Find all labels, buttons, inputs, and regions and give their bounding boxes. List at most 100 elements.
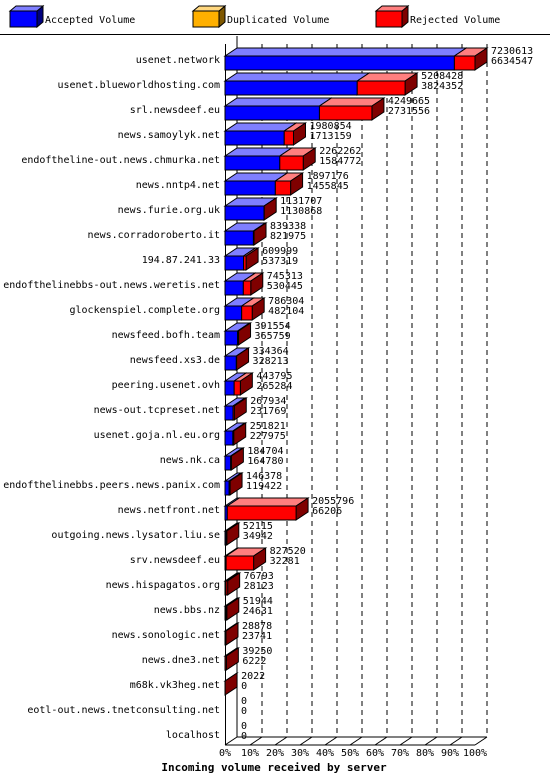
total-value-label: 839338 (270, 221, 306, 232)
bar-rejected (453, 55, 476, 71)
total-value-label: 184704 (247, 446, 283, 457)
total-value-label: 146378 (246, 471, 282, 482)
accepted-value-label: 32281 (270, 556, 300, 567)
accepted-value-label: 23741 (242, 631, 272, 642)
bar-accepted-top (223, 72, 371, 82)
accepted-value-label: 2731556 (388, 106, 430, 117)
server-label: peering.usenet.ovh (112, 380, 220, 391)
bar-rejected (232, 405, 235, 421)
server-label: newsfeed.bofh.team (112, 330, 220, 341)
total-value-label: 2262262 (319, 146, 361, 157)
legend-swatch-rejected (375, 10, 403, 28)
server-label: news.nntp4.net (136, 180, 220, 191)
x-tick-label: 90% (441, 748, 459, 759)
bar-rejected-top (225, 497, 310, 507)
bar-rejected (225, 605, 228, 621)
bar-accepted (224, 155, 281, 171)
legend-swatch-accepted-top (8, 5, 45, 12)
server-label: news.corradoroberto.it (88, 230, 220, 241)
floor-tick-line (449, 736, 463, 746)
x-tick-label: 60% (366, 748, 384, 759)
x-tick-label: 0% (219, 748, 231, 759)
server-label: srv.newsdeef.eu (130, 555, 220, 566)
floor-tick-line (299, 736, 313, 746)
total-value-label: 5208428 (421, 71, 463, 82)
server-label: news.furie.org.uk (118, 205, 220, 216)
floor-tick-line (224, 736, 238, 746)
legend-swatch-duplicated-top (191, 5, 227, 12)
x-tick-label: 10% (241, 748, 259, 759)
bar-accepted (224, 480, 230, 496)
bar-accepted (224, 230, 254, 246)
accepted-value-label: 24631 (243, 606, 273, 617)
x-tick-label: 80% (416, 748, 434, 759)
total-value-label: 7230613 (491, 46, 533, 57)
total-value-label: 39250 (242, 646, 272, 657)
floor-tick-line (349, 736, 363, 746)
server-label: newsfeed.xs3.de (130, 355, 220, 366)
accepted-value-label: 3824352 (421, 81, 463, 92)
floor-tick-line (324, 736, 338, 746)
legend-item-accepted: Accepted Volume (8, 4, 135, 29)
server-label: news.hispagatos.org (106, 580, 220, 591)
bars (223, 47, 489, 696)
total-value-label: 609999 (262, 246, 298, 257)
total-value-label: 51944 (243, 596, 273, 607)
legend-label-accepted: Accepted Volume (45, 15, 135, 26)
floor-tick-line (274, 736, 288, 746)
bar-rejected (225, 580, 229, 596)
bar-accepted (224, 55, 455, 71)
legend-swatch-rejected-top (374, 5, 410, 12)
bar-rejected (243, 255, 247, 271)
server-label: glockenspiel.complete.org (69, 305, 220, 316)
floor-tick-line (374, 736, 388, 746)
total-value-label: 251821 (250, 421, 286, 432)
bar-accepted (224, 280, 244, 296)
bar-accepted (224, 180, 276, 196)
bar-rejected (279, 155, 304, 171)
bar-accepted (224, 455, 232, 471)
total-value-label: 745313 (267, 271, 303, 282)
server-label: news.bbs.nz (154, 605, 220, 616)
accepted-value-label: 164780 (247, 456, 283, 467)
bar-rejected (241, 305, 253, 321)
bar-accepted (224, 330, 239, 346)
server-label: usenet.network (136, 55, 220, 66)
accepted-value-label: 0 (241, 681, 247, 692)
server-label: outgoing.news.lysator.liu.se (51, 530, 220, 541)
bar-rejected-side (224, 672, 238, 696)
accepted-value-label: 530445 (267, 281, 303, 292)
total-value-label: 76793 (244, 571, 274, 582)
total-value-label: 267934 (250, 396, 286, 407)
bar-rejected (237, 330, 240, 346)
legend-label-duplicated: Duplicated Volume (227, 15, 329, 26)
x-tick-label: 40% (316, 748, 334, 759)
accepted-value-label: 119422 (246, 481, 282, 492)
accepted-value-label: 34942 (243, 531, 273, 542)
accepted-value-label: 6222 (242, 656, 266, 667)
bar-accepted (224, 355, 237, 371)
server-label: usenet.goja.nl.eu.org (94, 430, 220, 441)
accepted-value-label: 365759 (255, 331, 291, 342)
total-value-label: 52115 (243, 521, 273, 532)
accepted-value-label: 0 (241, 731, 247, 742)
legend-swatch-duplicated (192, 10, 220, 28)
server-label: endofthelinebbs-out.news.weretis.net (3, 280, 220, 291)
server-label: srl.newsdeef.eu (130, 105, 220, 116)
server-label: news.samoylyk.net (118, 130, 220, 141)
accepted-value-label: 1455845 (307, 181, 349, 192)
bar-rejected (224, 655, 227, 671)
accepted-value-label: 6634547 (491, 56, 533, 67)
total-value-label: 1980854 (309, 121, 351, 132)
x-axis-title: Incoming volume received by server (161, 761, 387, 774)
bar-accepted (224, 130, 285, 146)
accepted-value-label: 328213 (253, 356, 289, 367)
bar-accepted (224, 305, 243, 321)
legend-item-rejected: Rejected Volume (374, 4, 500, 29)
server-label: news.nk.ca (160, 455, 220, 466)
floor-tick-line (399, 736, 413, 746)
total-value-label: 391554 (255, 321, 291, 332)
bar-rejected (318, 105, 373, 121)
